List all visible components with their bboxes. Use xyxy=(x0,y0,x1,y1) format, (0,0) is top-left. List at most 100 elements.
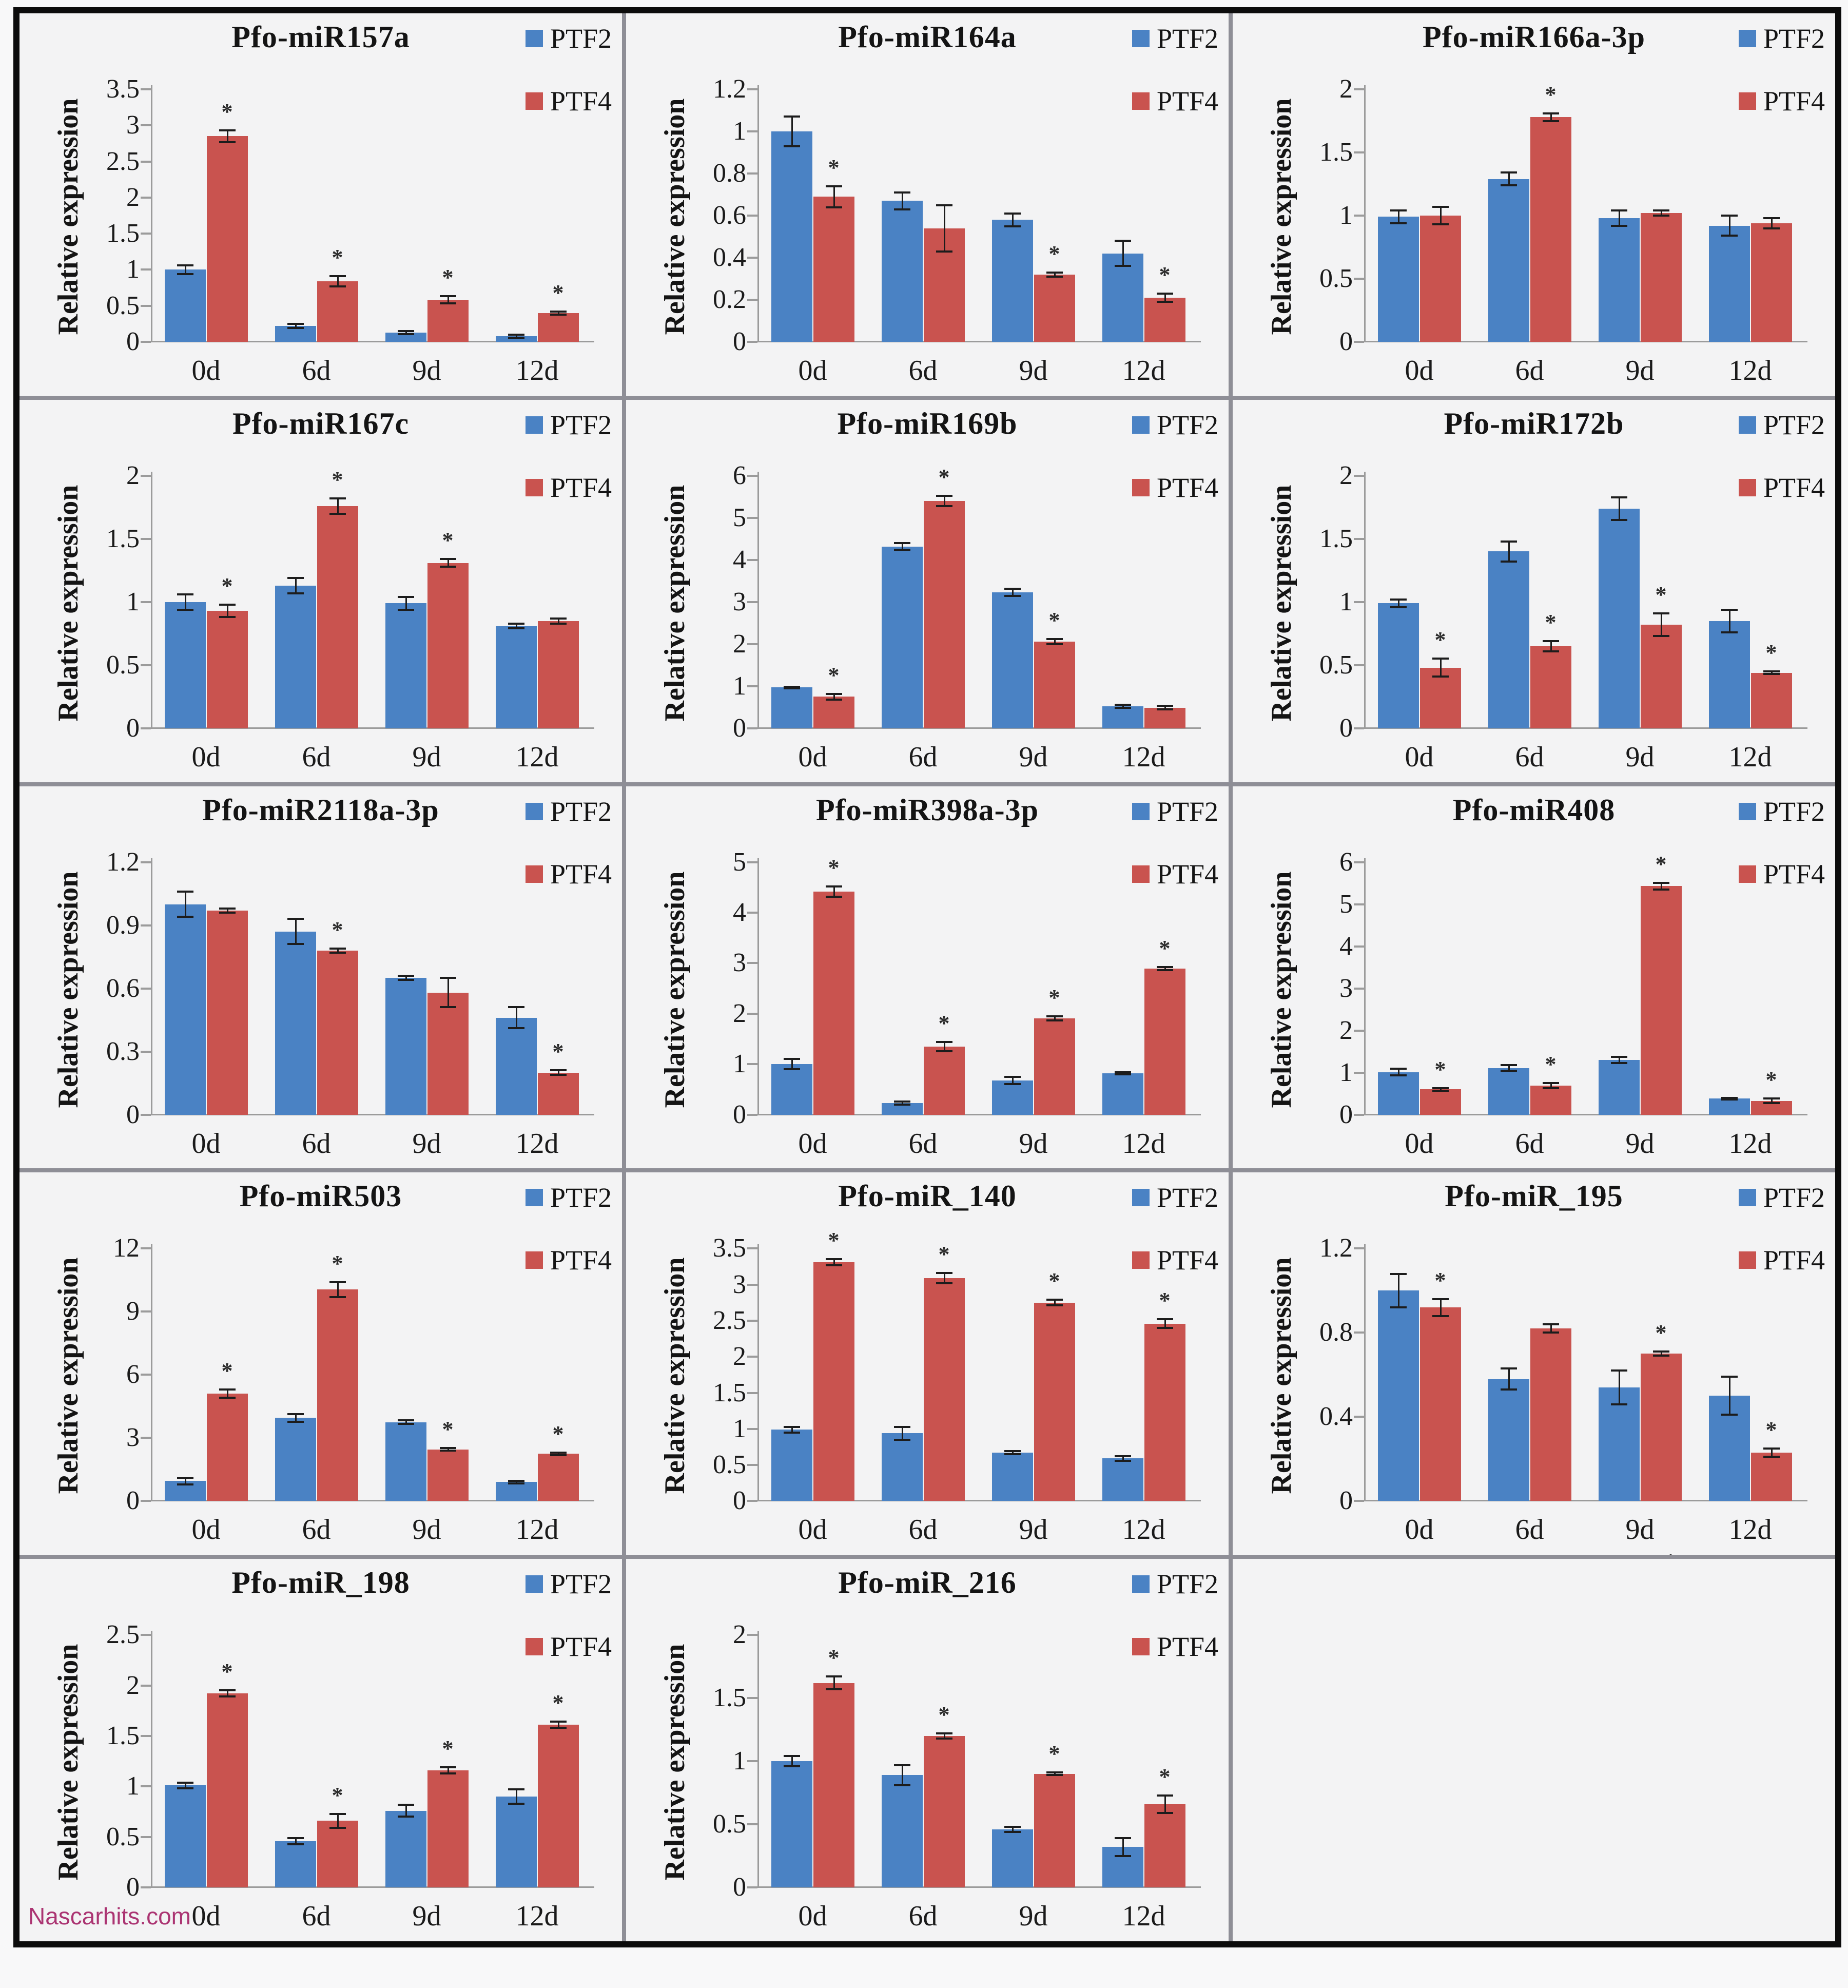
bar-ptf2-6d xyxy=(1488,551,1529,728)
error-bar-line xyxy=(515,334,517,338)
y-tick-label: 0.6 xyxy=(713,201,746,230)
legend-label-ptf4: PTF4 xyxy=(1156,1631,1218,1663)
error-bar-line xyxy=(1164,1319,1166,1328)
y-tick-mark xyxy=(141,304,151,307)
error-bar-line xyxy=(226,604,228,617)
bar-ptf2-6d xyxy=(881,201,923,342)
y-tick-mark xyxy=(747,1319,757,1322)
error-bar-cap-top xyxy=(936,1040,952,1043)
error-bar-cap-top xyxy=(177,264,193,266)
error-bar-cap-bottom xyxy=(1114,1855,1131,1857)
significance-star: * xyxy=(828,662,840,688)
x-tick-label-9d: 9d xyxy=(412,1900,441,1933)
error-bar-cap-top xyxy=(1721,1096,1738,1099)
error-bar-cap-bottom xyxy=(783,687,800,689)
y-tick-label: 1.5 xyxy=(106,219,140,248)
chart-title: Pfo-miR164a xyxy=(838,20,1017,54)
y-tick-label: 2 xyxy=(733,629,746,659)
bar-ptf4-0d xyxy=(206,910,248,1115)
y-tick-label: 2 xyxy=(733,1342,746,1372)
significance-star: * xyxy=(552,1421,564,1446)
error-bar-line xyxy=(1164,967,1166,971)
legend-label-ptf2: PTF2 xyxy=(550,23,612,54)
y-tick-label: 2 xyxy=(126,460,140,490)
y-tick-label: 0.9 xyxy=(106,910,140,940)
error-bar-cap-bottom xyxy=(936,505,952,507)
error-bar-line xyxy=(1440,1299,1442,1316)
error-bar-cap-bottom xyxy=(329,951,346,954)
bar-ptf4-12d xyxy=(1750,1453,1792,1501)
legend-swatch-ptf2 xyxy=(1132,1189,1150,1207)
error-bar-cap-bottom xyxy=(397,1422,414,1425)
chart-cell-3: Pfo-miR166a-3p PTF2 PTF4 Relative expressio… xyxy=(1233,13,1835,396)
error-bar-cap-bottom xyxy=(1763,227,1780,229)
y-tick-mark xyxy=(141,196,151,199)
error-bar-cap-bottom xyxy=(439,565,456,568)
error-bar-cap-top xyxy=(508,333,524,336)
bar-ptf2-0d xyxy=(771,1430,812,1501)
bar-ptf2-9d xyxy=(1598,1387,1640,1501)
y-tick-mark xyxy=(747,1283,757,1286)
bar-ptf2-9d xyxy=(1598,218,1640,342)
error-bar-line xyxy=(943,1733,945,1739)
y-tick-mark xyxy=(747,1427,757,1430)
bar-ptf4-9d xyxy=(427,300,469,342)
chart-title: Pfo-miR398a-3p xyxy=(816,793,1039,827)
significance-star: * xyxy=(332,467,343,493)
y-tick-label: 0.5 xyxy=(713,1450,746,1480)
bar-ptf4-6d xyxy=(923,1278,965,1501)
x-axis-line xyxy=(757,1113,1201,1115)
error-bar-cap-top xyxy=(1500,171,1517,174)
error-bar-cap-top xyxy=(1652,881,1669,884)
y-tick-mark xyxy=(1354,664,1364,666)
y-tick-label: 2 xyxy=(1339,460,1353,490)
y-tick-mark xyxy=(747,1392,757,1394)
error-bar-cap-top xyxy=(1156,705,1173,707)
y-tick-label: 5 xyxy=(1339,889,1353,919)
bar-ptf2-12d xyxy=(495,1017,537,1115)
significance-star: * xyxy=(1048,1741,1060,1767)
y-axis-line xyxy=(151,858,152,1115)
legend-label-ptf4: PTF4 xyxy=(1763,858,1825,890)
legend-item-ptf4: PTF4 xyxy=(1738,85,1825,117)
error-bar-line xyxy=(1508,172,1510,185)
bar-ptf4-6d xyxy=(317,950,358,1115)
error-bar-cap-bottom xyxy=(287,327,304,330)
error-bar-cap-top xyxy=(397,974,414,977)
y-tick-label: 4 xyxy=(733,897,746,927)
y-tick-mark xyxy=(141,1310,151,1313)
bar-ptf4-0d xyxy=(813,697,854,728)
error-bar-cap-bottom xyxy=(1156,1812,1173,1815)
error-bar-cap-bottom xyxy=(1721,1098,1738,1101)
y-tick-label: 1 xyxy=(1339,1057,1353,1087)
y-tick-label: 2 xyxy=(733,1620,746,1650)
error-bar-line xyxy=(833,886,835,897)
error-bar-line xyxy=(1508,541,1510,562)
significance-star: * xyxy=(552,280,564,305)
bar-ptf4-0d xyxy=(1419,667,1461,728)
y-tick-label: 1 xyxy=(733,1414,746,1443)
x-tick-label-12d: 12d xyxy=(515,1900,559,1933)
error-bar-line xyxy=(557,1722,559,1728)
y-tick-mark xyxy=(1354,341,1364,343)
legend-item-ptf4: PTF4 xyxy=(525,85,612,117)
legend-swatch-ptf4 xyxy=(1738,478,1756,496)
legend-swatch-ptf4 xyxy=(1738,865,1756,883)
x-tick-label-12d: 12d xyxy=(1122,1514,1165,1546)
error-bar-cap-top xyxy=(1114,1455,1131,1458)
y-tick-mark xyxy=(1354,1247,1364,1250)
error-bar-line xyxy=(1728,1377,1730,1415)
error-bar-line xyxy=(1054,272,1056,277)
y-tick-mark xyxy=(1354,1029,1364,1032)
error-bar-cap-top xyxy=(287,1413,304,1416)
error-bar-line xyxy=(1618,210,1620,226)
error-bar-cap-bottom xyxy=(893,549,910,551)
error-bar-cap-bottom xyxy=(550,1454,567,1456)
y-tick-mark xyxy=(747,1063,757,1066)
error-bar-cap-top xyxy=(1763,1097,1780,1100)
error-bar-cap-top xyxy=(1390,1068,1407,1070)
legend-label-ptf4: PTF4 xyxy=(1156,472,1218,503)
legend-item-ptf2: PTF2 xyxy=(525,796,612,827)
error-bar-cap-bottom xyxy=(1046,643,1063,645)
error-bar-line xyxy=(337,498,339,514)
